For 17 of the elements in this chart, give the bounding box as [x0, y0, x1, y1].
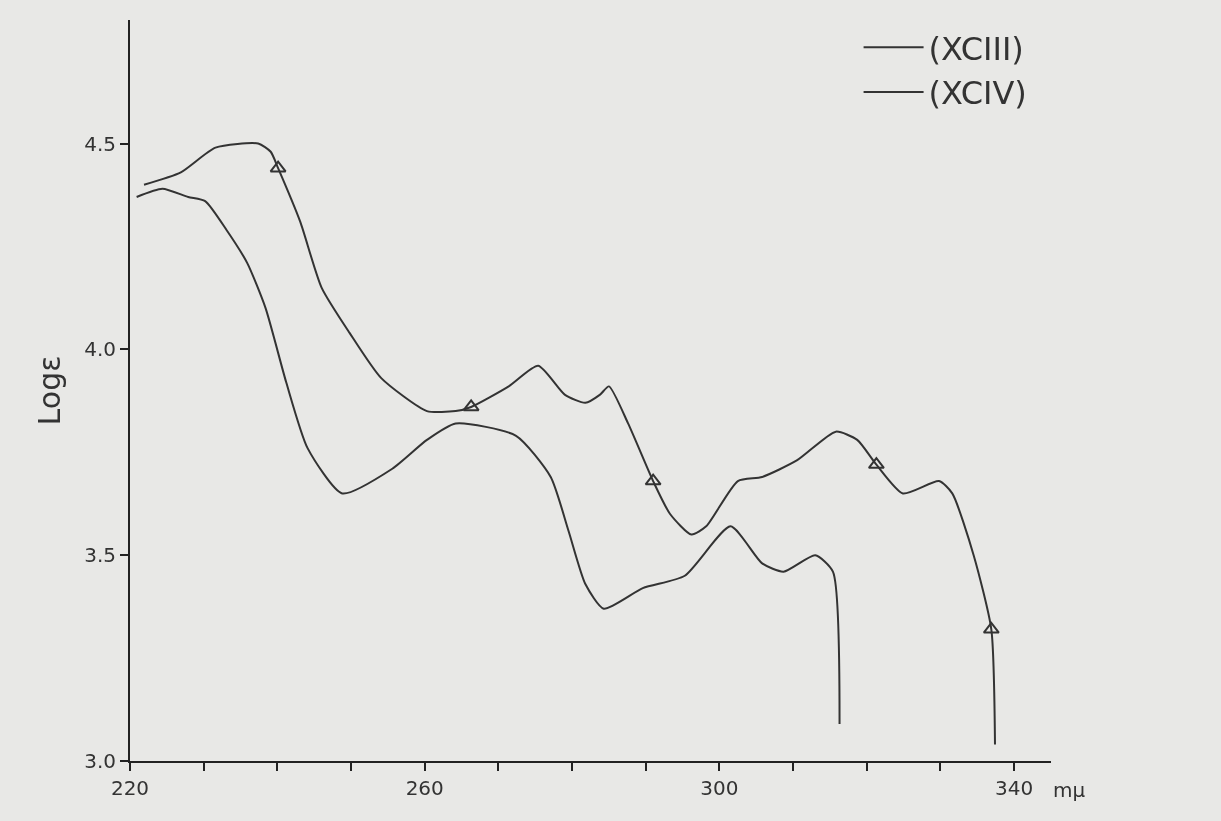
point — [269, 160, 287, 173]
legend-label: (XCIV) — [928, 74, 1027, 113]
y-tick-label: 4.0 — [84, 337, 116, 362]
y-axis-title: Logε — [31, 355, 67, 426]
x-tick-label: 300 — [700, 776, 739, 800]
point — [982, 621, 1000, 634]
x-tick-label: 260 — [405, 776, 444, 800]
legend-label: (XCIII) — [928, 29, 1024, 68]
y-tick-label: 3.0 — [84, 749, 116, 773]
point — [462, 399, 480, 412]
line-series — [135, 187, 841, 725]
y-tick-label: 4.5 — [84, 131, 116, 156]
x-tick-label: 340 — [995, 776, 1034, 800]
point — [644, 473, 662, 486]
x-axis-title: mμ — [1053, 778, 1086, 802]
x-tick-label: 220 — [110, 776, 150, 800]
y-tick-label: 3.5 — [84, 543, 116, 568]
